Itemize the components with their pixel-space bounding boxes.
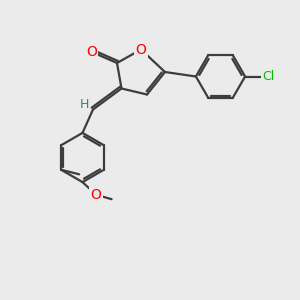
Text: O: O (91, 188, 101, 202)
Text: O: O (136, 43, 146, 56)
Text: H: H (80, 98, 89, 111)
Text: O: O (86, 46, 97, 59)
Text: Cl: Cl (262, 70, 274, 83)
